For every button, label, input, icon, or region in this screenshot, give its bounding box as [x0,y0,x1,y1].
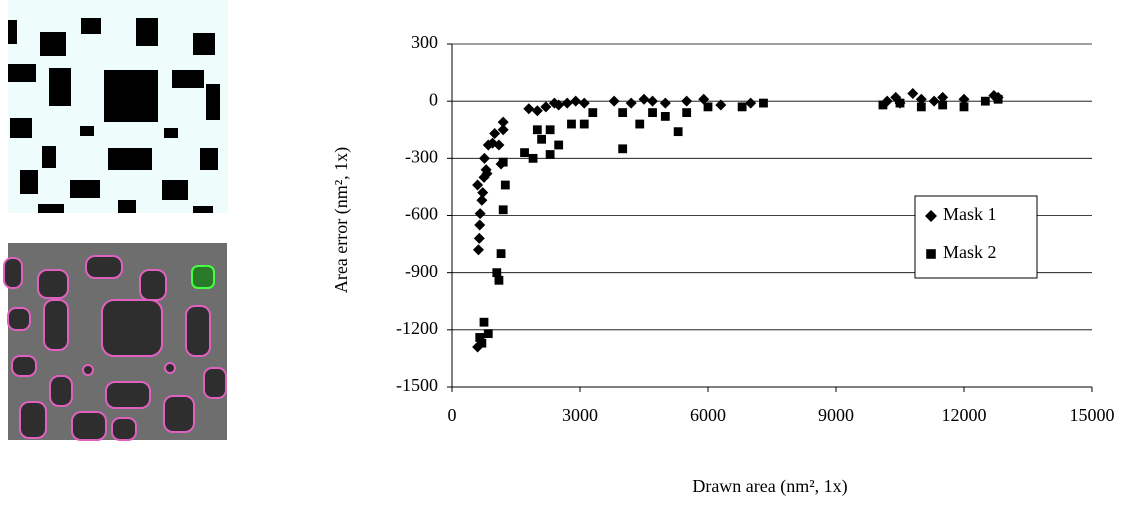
data-point [475,333,484,342]
data-point [704,102,713,111]
data-point [546,150,555,159]
data-point [681,96,692,107]
data-point [554,141,563,150]
x-tick-label: 9000 [818,405,854,425]
data-point [567,120,576,129]
data-point [994,95,1003,104]
y-tick-label: 300 [411,32,438,52]
data-point [745,98,756,109]
data-point [520,148,529,157]
data-point [523,103,534,114]
data-point [499,158,508,167]
legend-label: Mask 2 [943,242,997,262]
data-point [618,108,627,117]
data-point [484,329,493,338]
data-point [682,108,691,117]
data-point [660,98,671,109]
layout-image [8,0,228,213]
data-point [499,205,508,214]
data-point [647,96,658,107]
data-point [896,99,905,108]
data-point [474,233,485,244]
legend-marker [926,249,936,259]
x-tick-label: 15000 [1070,405,1115,425]
data-point [626,98,637,109]
data-point [907,88,918,99]
data-point [738,102,747,111]
data-point [917,102,926,111]
data-point [635,120,644,129]
x-tick-label: 12000 [942,405,987,425]
x-axis-label: Drawn area (nm², 1x) [692,476,847,497]
data-point [661,112,670,121]
legend-label: Mask 1 [943,204,997,224]
data-point [497,249,506,258]
data-point [759,99,768,108]
data-point [618,144,627,153]
data-point [579,98,590,109]
y-tick-label: -1500 [396,375,438,395]
y-axis-label: Area error (nm², 1x) [331,147,352,293]
data-point [960,102,969,111]
data-point [674,127,683,136]
data-point [529,154,538,163]
x-tick-label: 6000 [690,405,726,425]
data-point [609,96,620,107]
data-point [588,108,597,117]
data-point [580,120,589,129]
figure: Drawn area (nm², 1x) Area error (nm², 1x… [0,0,1124,502]
data-point [495,276,504,285]
y-tick-label: 0 [429,89,438,109]
y-tick-label: -1200 [396,318,438,338]
data-point [533,125,542,134]
y-tick-label: -900 [405,261,438,281]
data-point [479,153,490,164]
page: Drawn area (nm², 1x) Area error (nm², 1x… [0,0,1124,507]
data-point [475,208,486,219]
data-point [474,220,485,231]
data-point [537,135,546,144]
data-point [639,94,650,105]
data-point [492,268,501,277]
data-point [570,96,581,107]
data-point [501,181,510,190]
data-point [546,125,555,134]
data-point [938,101,947,110]
y-tick-label: -300 [405,146,438,166]
data-point [879,101,888,110]
data-point [648,108,657,117]
sem-image [4,243,227,440]
data-point [562,98,573,109]
y-tick-label: -600 [405,204,438,224]
data-point [480,318,489,327]
x-tick-label: 0 [448,405,457,425]
data-point [981,97,990,106]
data-point [473,244,484,255]
x-tick-label: 3000 [562,405,598,425]
